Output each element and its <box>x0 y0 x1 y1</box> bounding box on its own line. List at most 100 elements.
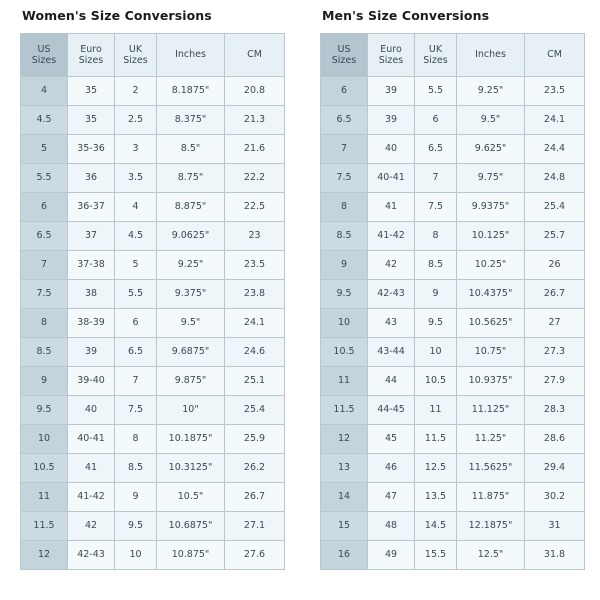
womens-cell-uk: 8 <box>115 425 157 454</box>
table-row: 8 41 7.5 9.9375" 25.4 <box>320 193 585 222</box>
womens-cell-cm: 21.6 <box>225 135 285 164</box>
womens-cell-cm: 25.9 <box>225 425 285 454</box>
mens-cell-cm: 27.3 <box>525 338 585 367</box>
mens-cell-euro: 49 <box>368 541 415 570</box>
mens-cell-cm: 30.2 <box>525 483 585 512</box>
womens-cell-inches: 9.375" <box>157 280 225 309</box>
mens-cell-cm: 31 <box>525 512 585 541</box>
mens-cell-inches: 11.25" <box>457 425 525 454</box>
mens-header-us-line2: Sizes <box>331 55 357 66</box>
mens-cell-euro: 40-41 <box>368 164 415 193</box>
womens-cell-inches: 9.6875" <box>157 338 225 367</box>
womens-cell-euro: 42 <box>68 512 115 541</box>
mens-cell-us: 16 <box>320 541 368 570</box>
womens-cell-euro: 38 <box>68 280 115 309</box>
mens-cell-cm: 26 <box>525 251 585 280</box>
mens-cell-cm: 28.3 <box>525 396 585 425</box>
mens-cell-us: 7 <box>320 135 368 164</box>
womens-cell-us: 6 <box>20 193 68 222</box>
womens-cell-us: 9 <box>20 367 68 396</box>
womens-cell-euro: 37 <box>68 222 115 251</box>
mens-cell-inches: 12.1875" <box>457 512 525 541</box>
table-row: 10 43 9.5 10.5625" 27 <box>320 309 585 338</box>
womens-cell-inches: 9.5" <box>157 309 225 338</box>
womens-cell-cm: 23 <box>225 222 285 251</box>
mens-header-euro-line2: Sizes <box>378 55 404 66</box>
womens-cell-uk: 7 <box>115 367 157 396</box>
womens-header-us: US Sizes <box>20 33 68 77</box>
mens-cell-uk: 7 <box>415 164 457 193</box>
mens-cell-inches: 10.4375" <box>457 280 525 309</box>
mens-cell-uk: 12.5 <box>415 454 457 483</box>
table-row: 12 42-43 10 10.875" 27.6 <box>20 541 285 570</box>
mens-cell-cm: 23.5 <box>525 77 585 106</box>
table-row: 6 39 5.5 9.25" 23.5 <box>320 77 585 106</box>
womens-cell-euro: 36 <box>68 164 115 193</box>
womens-size-table: US Sizes Euro Sizes UK Sizes Inches CM 4 35 2 8.187… <box>20 33 285 570</box>
mens-cell-inches: 9.625" <box>457 135 525 164</box>
mens-cell-uk: 15.5 <box>415 541 457 570</box>
womens-cell-us: 5 <box>20 135 68 164</box>
womens-cell-inches: 10.1875" <box>157 425 225 454</box>
womens-cell-euro: 36-37 <box>68 193 115 222</box>
womens-cell-inches: 10" <box>157 396 225 425</box>
womens-header-inches-line1: Inches <box>175 49 206 61</box>
mens-cell-uk: 6 <box>415 106 457 135</box>
mens-cell-inches: 10.75" <box>457 338 525 367</box>
womens-cell-uk: 8.5 <box>115 454 157 483</box>
mens-cell-inches: 10.5625" <box>457 309 525 338</box>
mens-cell-us: 10 <box>320 309 368 338</box>
mens-cell-inches: 10.125" <box>457 222 525 251</box>
mens-cell-us: 6.5 <box>320 106 368 135</box>
table-row: 9 39-40 7 9.875" 25.1 <box>20 367 285 396</box>
womens-cell-inches: 9.875" <box>157 367 225 396</box>
womens-header-inches: Inches <box>157 33 225 77</box>
mens-cell-us: 8.5 <box>320 222 368 251</box>
womens-cell-uk: 3.5 <box>115 164 157 193</box>
mens-header-inches-line1: Inches <box>475 49 506 61</box>
mens-cell-us: 9.5 <box>320 280 368 309</box>
womens-cell-uk: 7.5 <box>115 396 157 425</box>
womens-cell-cm: 24.1 <box>225 309 285 338</box>
womens-cell-uk: 3 <box>115 135 157 164</box>
table-row: 7 37-38 5 9.25" 23.5 <box>20 251 285 280</box>
womens-header-uk-line2: Sizes <box>123 55 148 66</box>
mens-cell-euro: 44-45 <box>368 396 415 425</box>
mens-cell-cm: 24.8 <box>525 164 585 193</box>
table-row: 9 42 8.5 10.25" 26 <box>320 251 585 280</box>
womens-table-body: US Sizes Euro Sizes UK Sizes Inches CM 4 35 2 8.187… <box>20 33 285 570</box>
mens-cell-inches: 9.5" <box>457 106 525 135</box>
mens-cell-inches: 9.75" <box>457 164 525 193</box>
mens-cell-inches: 11.5625" <box>457 454 525 483</box>
womens-table-title: Women's Size Conversions <box>22 8 212 23</box>
womens-cell-us: 8.5 <box>20 338 68 367</box>
womens-cell-inches: 10.5" <box>157 483 225 512</box>
mens-header-inches: Inches <box>457 33 525 77</box>
mens-cell-cm: 25.7 <box>525 222 585 251</box>
womens-cell-euro: 42-43 <box>68 541 115 570</box>
table-row: 11.5 44-45 11 11.125" 28.3 <box>320 396 585 425</box>
womens-cell-uk: 5 <box>115 251 157 280</box>
womens-cell-uk: 5.5 <box>115 280 157 309</box>
mens-cell-cm: 24.4 <box>525 135 585 164</box>
womens-cell-cm: 26.7 <box>225 483 285 512</box>
mens-cell-uk: 6.5 <box>415 135 457 164</box>
mens-cell-uk: 9.5 <box>415 309 457 338</box>
womens-cell-uk: 6.5 <box>115 338 157 367</box>
mens-header-euro: Euro Sizes <box>368 33 415 77</box>
womens-cell-us: 12 <box>20 541 68 570</box>
mens-cell-us: 14 <box>320 483 368 512</box>
mens-header-euro-line1: Euro <box>380 43 402 55</box>
mens-cell-us: 11 <box>320 367 368 396</box>
womens-cell-us: 7.5 <box>20 280 68 309</box>
mens-cell-cm: 24.1 <box>525 106 585 135</box>
womens-cell-us: 9.5 <box>20 396 68 425</box>
womens-cell-inches: 8.1875" <box>157 77 225 106</box>
womens-cell-euro: 38-39 <box>68 309 115 338</box>
womens-cell-inches: 8.375" <box>157 106 225 135</box>
womens-header-euro-line1: Euro <box>80 43 102 55</box>
womens-cell-cm: 23.8 <box>225 280 285 309</box>
table-row: 10.5 41 8.5 10.3125" 26.2 <box>20 454 285 483</box>
womens-header-row: US Sizes Euro Sizes UK Sizes Inches CM <box>20 33 285 77</box>
mens-cell-euro: 41 <box>368 193 415 222</box>
